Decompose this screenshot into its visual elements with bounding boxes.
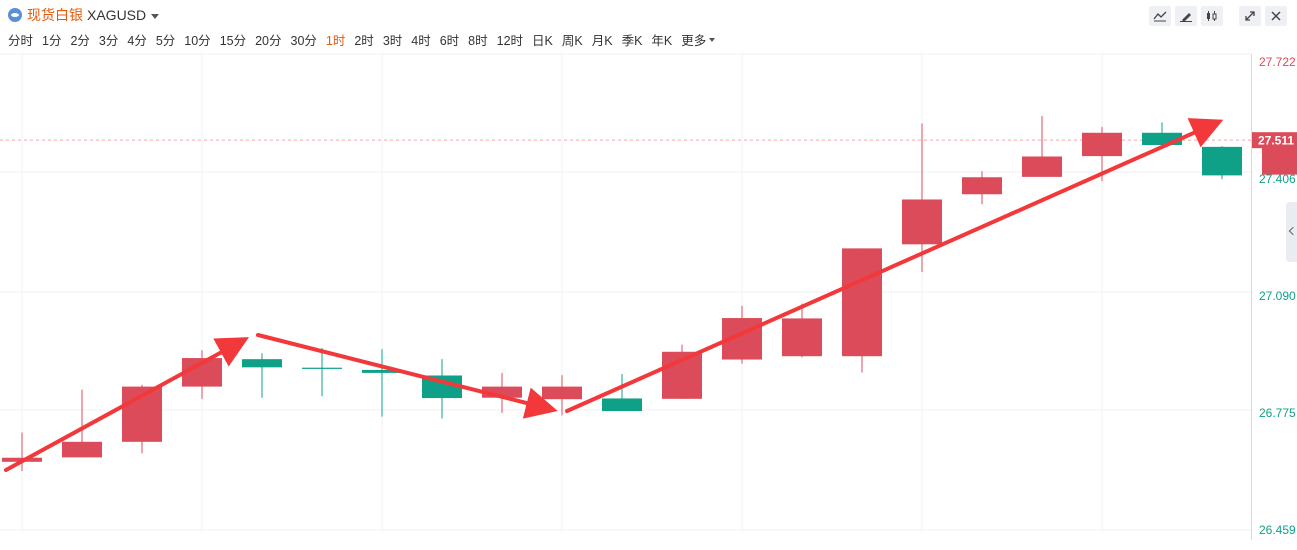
candle [62, 389, 102, 458]
trend-arrow [256, 333, 558, 419]
chart-header: 现货白银 XAGUSD 分时 1分 2分 3分 4分 5分 10分 15分 20分 30分 1时 2时… [0, 0, 1297, 48]
candle-body [62, 441, 102, 458]
candle [962, 171, 1002, 205]
symbol-code: XAGUSD [87, 7, 147, 23]
chart-toolbar [1149, 6, 1287, 26]
candle-body [782, 318, 822, 357]
last-price-label: 27.511 [1258, 134, 1294, 148]
trend-arrow [565, 118, 1224, 413]
candle [182, 350, 222, 399]
period-tab[interactable]: 6时 [439, 34, 460, 48]
fullscreen-button[interactable] [1239, 6, 1261, 26]
candle-body [1022, 156, 1062, 177]
chevron-down-icon [709, 38, 716, 42]
candle [362, 349, 402, 417]
silver-coin-icon [8, 8, 22, 22]
pen-tool-icon [1180, 13, 1192, 22]
more-periods-label: 更多 [681, 34, 707, 48]
period-selector: 分时 1分 2分 3分 4分 5分 10分 15分 20分 30分 1时 2时 3时 4时 6时 8时 12时日… [8, 30, 716, 49]
chevron-down-icon [151, 13, 160, 19]
line-tool-button[interactable] [1149, 6, 1171, 26]
candle-body [1202, 146, 1242, 176]
period-tab[interactable]: 2分 [70, 34, 90, 48]
candle [782, 303, 822, 358]
candle [1022, 116, 1062, 177]
candle [1202, 146, 1242, 180]
candle-body [842, 248, 882, 357]
candle-style-button[interactable] [1201, 6, 1223, 26]
period-tab[interactable]: 1时 [325, 34, 346, 48]
period-tab[interactable]: 8时 [468, 34, 488, 48]
period-tab[interactable]: 20分 [255, 34, 282, 48]
candle [902, 123, 942, 273]
candle-body [1082, 132, 1122, 157]
period-tab[interactable]: 年K [651, 34, 673, 48]
price-axis-label: 26.775 [1259, 406, 1296, 420]
fullscreen-icon [1245, 11, 1255, 21]
period-tab[interactable]: 2时 [354, 34, 374, 48]
period-tab[interactable]: 1分 [42, 34, 62, 48]
candle-body [242, 359, 282, 368]
candle-body [602, 398, 642, 412]
pen-tool-button[interactable] [1175, 6, 1197, 26]
candle [242, 353, 282, 398]
line-tool-icon [1153, 11, 1167, 22]
candle-body [542, 386, 582, 400]
more-periods-button[interactable]: 更多 [681, 30, 716, 49]
candle-body [302, 367, 342, 369]
price-axis-label: 27.722 [1259, 55, 1296, 69]
close-icon [1271, 11, 1281, 21]
period-tab[interactable]: 季K [621, 34, 643, 48]
candle-body [962, 177, 1002, 195]
candle-body [482, 386, 522, 398]
price-axis-label: 27.090 [1259, 289, 1296, 303]
price-axis-label: 26.459 [1259, 523, 1296, 537]
candle-style-icon [1207, 11, 1217, 21]
candle [302, 348, 342, 397]
candle [842, 248, 882, 373]
period-tab[interactable]: 日K [532, 34, 553, 48]
symbol-name: 现货白银 [27, 7, 83, 23]
candles [2, 116, 1297, 472]
period-tab[interactable]: 12时 [496, 34, 524, 48]
period-tab[interactable]: 4时 [411, 34, 431, 48]
last-price-tag-bg [1252, 132, 1297, 149]
period-tab[interactable]: 4分 [127, 34, 147, 48]
period-tab[interactable]: 分时 [8, 34, 34, 48]
period-tab[interactable]: 5分 [155, 34, 176, 48]
period-tab[interactable]: 30分 [290, 34, 317, 48]
side-panel-toggle[interactable] [1286, 202, 1297, 262]
symbol-selector[interactable]: 现货白银 XAGUSD [8, 5, 160, 25]
candle [602, 374, 642, 412]
period-tab[interactable]: 15分 [219, 34, 247, 48]
last-price-tag: 27.511 [1252, 132, 1297, 149]
trend-arrows [4, 118, 1224, 472]
candle-body [362, 369, 402, 373]
close-button[interactable] [1265, 6, 1287, 26]
price-axis: 27.722 27.406 27.090 26.775 26.459 [1259, 55, 1296, 537]
grid [0, 53, 1251, 531]
period-tab[interactable]: 月K [591, 34, 613, 48]
period-tab[interactable]: 周K [561, 34, 583, 48]
candle [1142, 122, 1182, 147]
candle-body [902, 199, 942, 245]
period-tab[interactable]: 3分 [98, 34, 119, 48]
period-tab[interactable]: 3时 [382, 34, 403, 48]
price-axis-label: 27.406 [1259, 172, 1296, 186]
candle [482, 372, 522, 413]
trend-arrow [4, 337, 250, 472]
period-tab[interactable]: 10分 [184, 34, 211, 48]
